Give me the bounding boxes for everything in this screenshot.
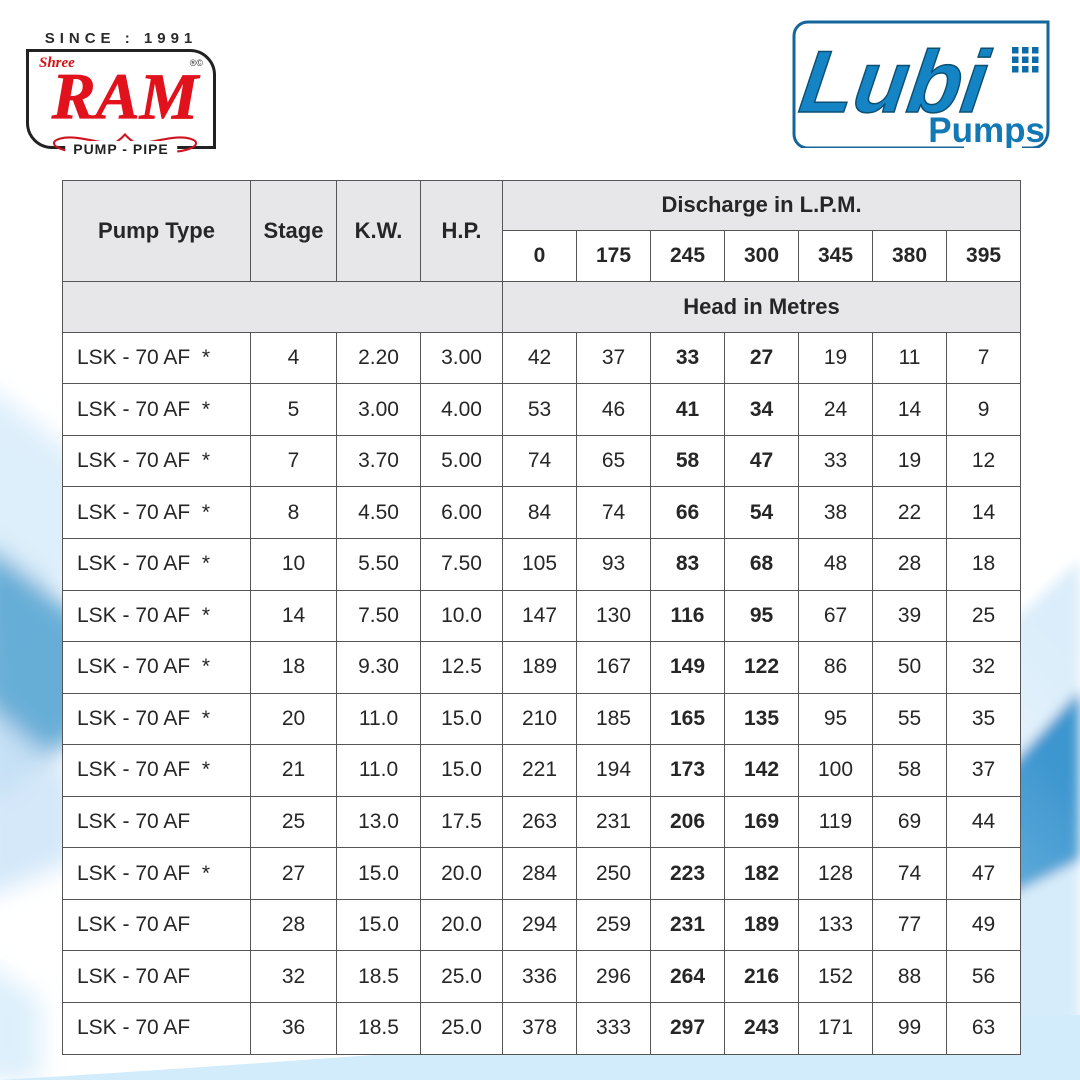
- svg-text:RAM: RAM: [51, 61, 201, 133]
- svg-text:Pumps: Pumps: [928, 111, 1045, 148]
